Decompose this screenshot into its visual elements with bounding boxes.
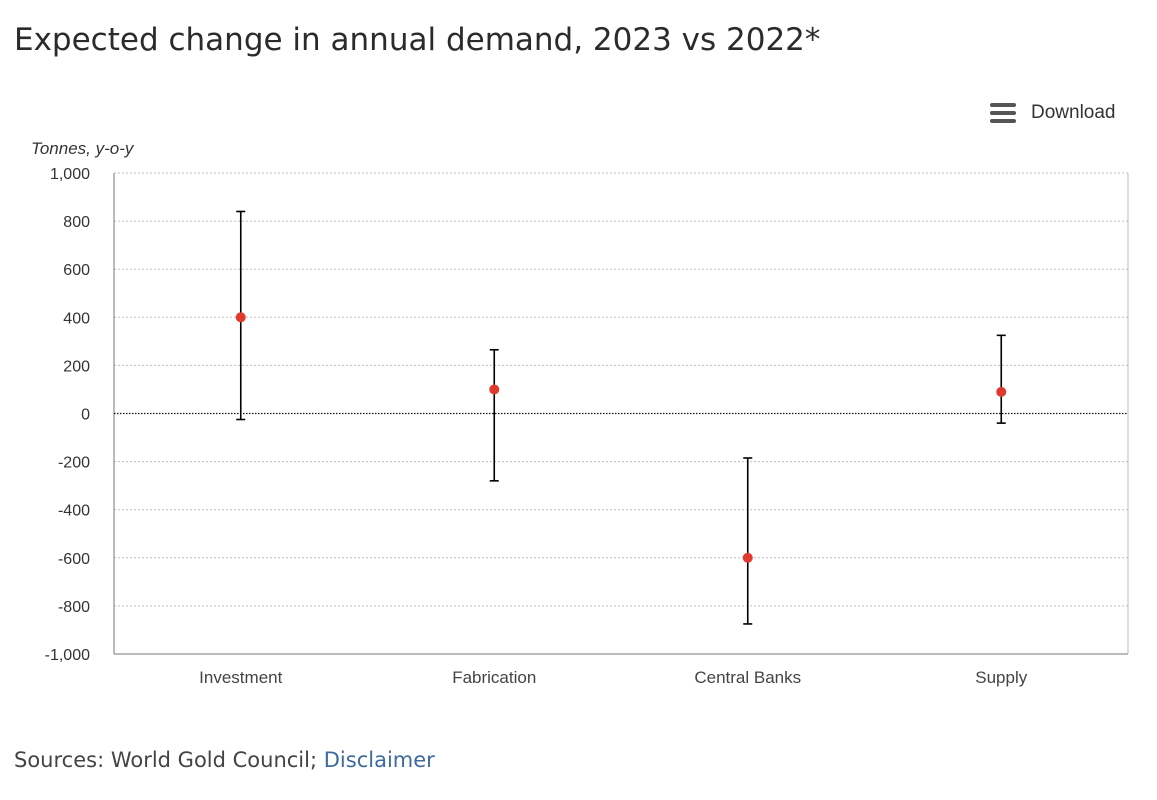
y-tick-label: 1,000 — [50, 166, 90, 183]
disclaimer-link[interactable]: Disclaimer — [323, 748, 435, 772]
y-tick-label: -1,000 — [45, 647, 90, 664]
y-tick-label: 600 — [63, 262, 90, 279]
y-tick-label: -400 — [58, 503, 90, 520]
y-tick-label: 200 — [63, 358, 90, 375]
hamburger-menu-icon — [990, 103, 1016, 123]
x-tick-label: Fabrication — [452, 668, 536, 687]
x-tick-label: Investment — [199, 668, 282, 687]
chart-title: Expected change in annual demand, 2023 v… — [14, 22, 821, 58]
data-point — [742, 552, 753, 563]
x-tick-label: Supply — [975, 668, 1027, 687]
y-tick-label: -200 — [58, 455, 90, 472]
sources-text: Sources: World Gold Council; — [14, 748, 318, 772]
download-label: Download — [1031, 102, 1116, 123]
y-tick-label: 400 — [63, 310, 90, 327]
sources-footer: Sources: World Gold Council; Disclaimer — [14, 748, 435, 772]
data-point — [996, 386, 1007, 397]
data-point — [489, 384, 500, 395]
data-point — [235, 312, 246, 323]
download-button[interactable]: Download — [990, 100, 1116, 126]
y-tick-label: -600 — [58, 551, 90, 568]
y-tick-label: 0 — [81, 407, 90, 424]
y-tick-label: 800 — [63, 214, 90, 231]
y-tick-label: -800 — [58, 599, 90, 616]
x-tick-label: Central Banks — [694, 668, 801, 687]
y-axis-unit-label: Tonnes, y-o-y — [31, 139, 134, 158]
